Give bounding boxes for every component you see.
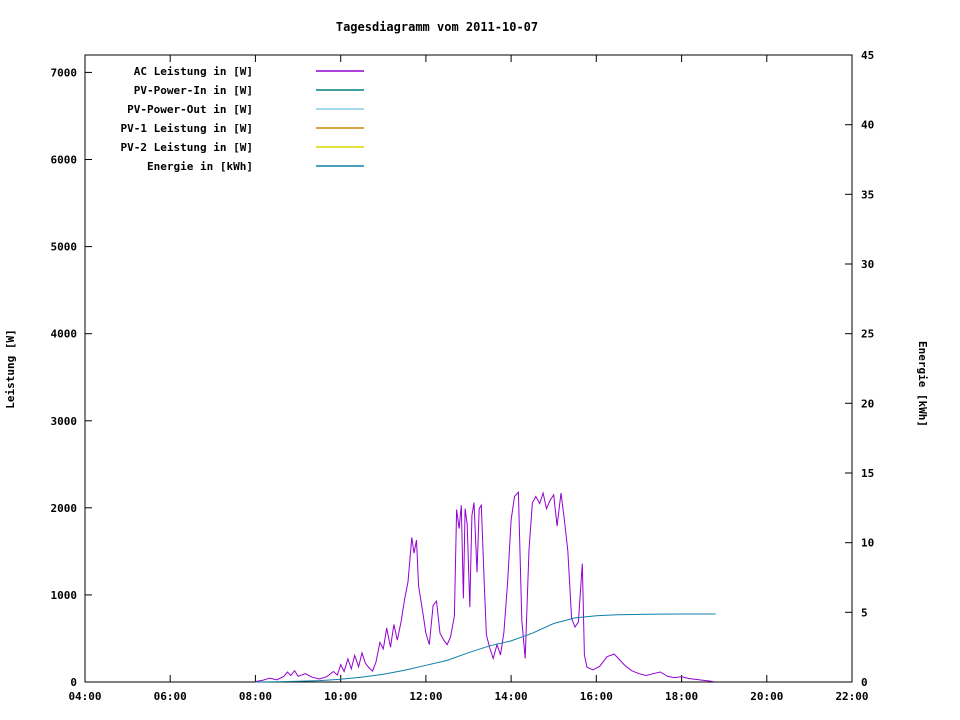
- y-right-tick-label: 10: [861, 537, 874, 550]
- axis-ticks: [84, 54, 853, 683]
- series-line-ac-leistung: [255, 490, 714, 683]
- series-line-energie: [255, 613, 716, 683]
- x-tick-label: 08:00: [239, 690, 272, 703]
- legend-label-ac-leistung: AC Leistung in [W]: [134, 65, 253, 78]
- y-left-tick-label: 6000: [51, 154, 78, 167]
- y-right-tick-label: 0: [861, 676, 868, 689]
- y-right-tick-label: 45: [861, 49, 874, 62]
- x-tick-label: 04:00: [68, 690, 101, 703]
- y-left-tick-label: 0: [70, 676, 77, 689]
- x-tick-label: 06:00: [154, 690, 187, 703]
- x-tick-label: 10:00: [324, 690, 357, 703]
- x-tick-label: 12:00: [409, 690, 442, 703]
- legend-label-pv-1-leistung: PV-1 Leistung in [W]: [121, 122, 253, 135]
- y-right-tick-label: 20: [861, 397, 874, 410]
- right-axis-title: Energie [kWh]: [916, 341, 929, 427]
- plot-border: [84, 54, 853, 683]
- x-tick-label: 18:00: [665, 690, 698, 703]
- legend: AC Leistung in [W] PV-Power-In in [W] PV-P…: [121, 65, 364, 173]
- legend-label-pv-power-in: PV-Power-In in [W]: [134, 84, 253, 97]
- y-right-tick-label: 40: [861, 119, 874, 132]
- y-right-tick-label: 30: [861, 258, 874, 271]
- legend-label-pv-power-out: PV-Power-Out in [W]: [127, 103, 253, 116]
- y-left-tick-label: 3000: [51, 415, 78, 428]
- y-left-tick-label: 1000: [51, 589, 78, 602]
- x-tick-label: 14:00: [495, 690, 528, 703]
- left-axis-title: Leistung [W]: [4, 329, 17, 408]
- y-left-tick-label: 7000: [51, 66, 78, 79]
- y-right-tick-label: 5: [861, 606, 868, 619]
- y-left-tick-label: 2000: [51, 502, 78, 515]
- y-left-tick-label: 5000: [51, 241, 78, 254]
- x-tick-label: 16:00: [580, 690, 613, 703]
- series-lines: [255, 490, 716, 683]
- y-right-tick-label: 35: [861, 188, 874, 201]
- y-right-tick-label: 15: [861, 467, 874, 480]
- y-left-tick-label: 4000: [51, 328, 78, 341]
- legend-label-energie: Energie in [kWh]: [147, 160, 253, 173]
- x-tick-label: 22:00: [835, 690, 868, 703]
- chart-title: Tagesdiagramm vom 2011-10-07: [336, 20, 538, 34]
- axis-tick-labels: 04:00 06:00 08:00 10:00 12:00 14:00 16:00 18:00…: [51, 49, 875, 703]
- x-tick-label: 20:00: [750, 690, 783, 703]
- legend-label-pv-2-leistung: PV-2 Leistung in [W]: [121, 141, 253, 154]
- y-right-tick-label: 25: [861, 328, 874, 341]
